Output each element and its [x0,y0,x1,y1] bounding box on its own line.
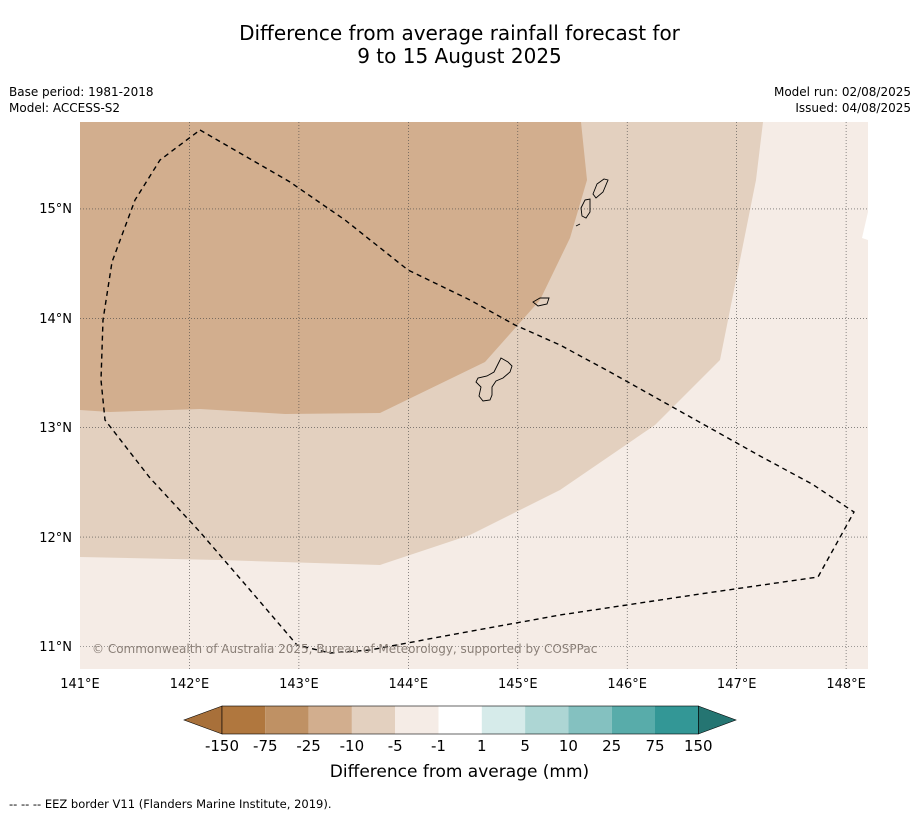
lon-tick-label: 147°E [717,677,757,692]
aguijan-island [575,223,581,227]
colorbar-tick-label: 1 [477,737,487,755]
title-line-2: 9 to 15 August 2025 [357,44,562,68]
colorbar-segment [395,706,439,734]
meta-right: Model run: 02/08/2025 Issued: 04/08/2025 [774,84,911,116]
lon-tick-label: 141°E [60,677,100,692]
colorbar [183,705,737,735]
lon-tick-label: 143°E [279,677,319,692]
colorbar-tick-label: 150 [684,737,713,755]
colorbar-tick-label: -10 [340,737,365,755]
eez-border [100,129,855,654]
colorbar-segment [525,706,569,734]
tinian-island [580,198,591,219]
lat-tick-label: 14°N [39,312,72,327]
lon-tick-label: 142°E [170,677,210,692]
lat-tick-label: 12°N [39,531,72,546]
lat-tick-label: 13°N [39,421,72,436]
colorbar-tick-label: 5 [520,737,530,755]
colorbar-tick-label: -75 [253,737,278,755]
colorbar-segment [481,706,526,734]
colorbar-tick-label: 10 [559,737,578,755]
lon-tick-label: 145°E [498,677,538,692]
colorbar-tick-label: 25 [602,737,621,755]
lon-tick-label: 144°E [389,677,429,692]
colorbar-tick-label: -25 [296,737,321,755]
colorbar-arrow-left [183,705,223,735]
colorbar-arrow-right [697,705,737,735]
colorbar-segment [222,706,266,734]
gridlines [80,122,868,669]
region-white-edge [862,212,868,240]
region-minus-10-to-minus-25 [80,122,587,414]
meta-left: Base period: 1981-2018 Model: ACCESS-S2 [9,84,154,116]
saipan-island [592,178,609,199]
axis-labels: 141°E 142°E 143°E 144°E 145°E 146°E 147°… [39,202,866,692]
colorbar-tick-label: -150 [205,737,239,755]
chart-title: Difference from average rainfall forecas… [0,22,919,68]
title-line-1: Difference from average rainfall forecas… [239,21,680,45]
lon-tick-label: 148°E [826,677,866,692]
model-run: Model run: 02/08/2025 [773,85,911,99]
lat-tick-label: 15°N [39,202,72,217]
colorbar-tick-label: -1 [431,737,446,755]
issued-date: Issued: 04/08/2025 [795,101,911,115]
colorbar-frame [221,705,699,735]
colorbar-segment [351,706,396,734]
colorbar-segment [438,706,482,734]
colorbar-segment [265,706,309,734]
eez-legend-footer: -- -- -- EEZ border V11 (Flanders Marine… [9,797,332,811]
colorbar-segment [568,706,612,734]
lat-tick-label: 11°N [39,640,72,655]
model-name: Model: ACCESS-S2 [9,101,121,115]
colorbar-segment [611,706,655,734]
copyright-text: © Commonwealth of Australia 2025, Bureau… [92,642,597,656]
colorbar-labels: -150 -75 -25 -10 -5 -1 1 5 10 25 75 150 [205,737,713,755]
colorbar-tick-label: -5 [388,737,403,755]
base-period: Base period: 1981-2018 [9,85,154,99]
rota-island [532,297,550,307]
colorbar-segment [655,706,699,734]
islands [475,178,609,402]
colorbar-title: Difference from average (mm) [329,762,590,782]
guam-island [475,357,513,402]
lon-tick-label: 146°E [607,677,647,692]
colorbar-segment [308,706,352,734]
colorbar-tick-label: 75 [645,737,664,755]
